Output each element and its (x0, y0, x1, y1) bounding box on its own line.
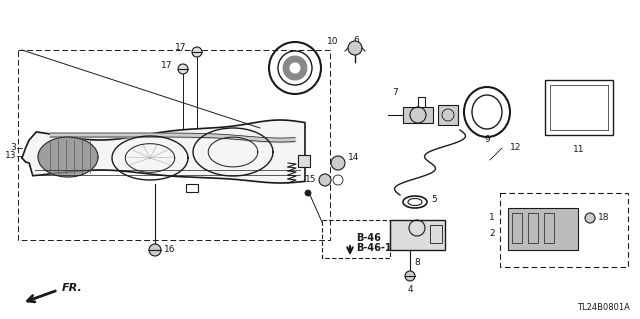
Text: 8: 8 (414, 258, 420, 267)
Text: 6: 6 (353, 36, 359, 45)
Bar (545, 80, 613, 135)
Text: 5: 5 (431, 196, 436, 204)
Polygon shape (38, 137, 98, 177)
Circle shape (405, 271, 415, 281)
Bar (544, 213, 554, 243)
Bar (298, 155, 310, 167)
Bar (550, 85, 608, 130)
Text: 7: 7 (392, 88, 398, 97)
Circle shape (331, 156, 345, 170)
Circle shape (149, 244, 161, 256)
Circle shape (348, 41, 362, 55)
Circle shape (585, 213, 595, 223)
Circle shape (192, 47, 202, 57)
Bar (508, 208, 578, 250)
Text: FR.: FR. (62, 283, 83, 293)
Text: 15: 15 (305, 175, 316, 184)
Bar (500, 193, 628, 267)
Bar (403, 107, 433, 123)
Bar (390, 220, 445, 250)
Text: B-46-1: B-46-1 (356, 243, 392, 253)
Text: 1: 1 (489, 213, 495, 222)
Bar (322, 220, 390, 258)
Bar (528, 213, 538, 243)
Bar (512, 213, 522, 243)
Text: 16: 16 (164, 246, 175, 255)
Bar (186, 184, 198, 192)
Text: 3: 3 (10, 144, 16, 152)
Text: 9: 9 (484, 135, 490, 144)
Text: 2: 2 (490, 228, 495, 238)
Text: 10: 10 (327, 37, 339, 46)
Text: 4: 4 (407, 285, 413, 294)
Text: 18: 18 (598, 213, 609, 222)
Text: 17: 17 (175, 43, 186, 53)
Text: TL24B0801A: TL24B0801A (577, 303, 630, 312)
Text: B-46: B-46 (356, 233, 381, 243)
Circle shape (178, 64, 188, 74)
Text: 12: 12 (510, 144, 522, 152)
Text: 11: 11 (573, 145, 585, 154)
Polygon shape (22, 120, 305, 183)
Text: 13: 13 (4, 152, 16, 160)
Bar (438, 105, 458, 125)
Bar (430, 225, 442, 243)
Text: 17: 17 (161, 61, 172, 70)
Text: 14: 14 (348, 153, 360, 162)
Circle shape (319, 174, 331, 186)
Circle shape (305, 190, 311, 196)
Bar (18, 50, 330, 240)
